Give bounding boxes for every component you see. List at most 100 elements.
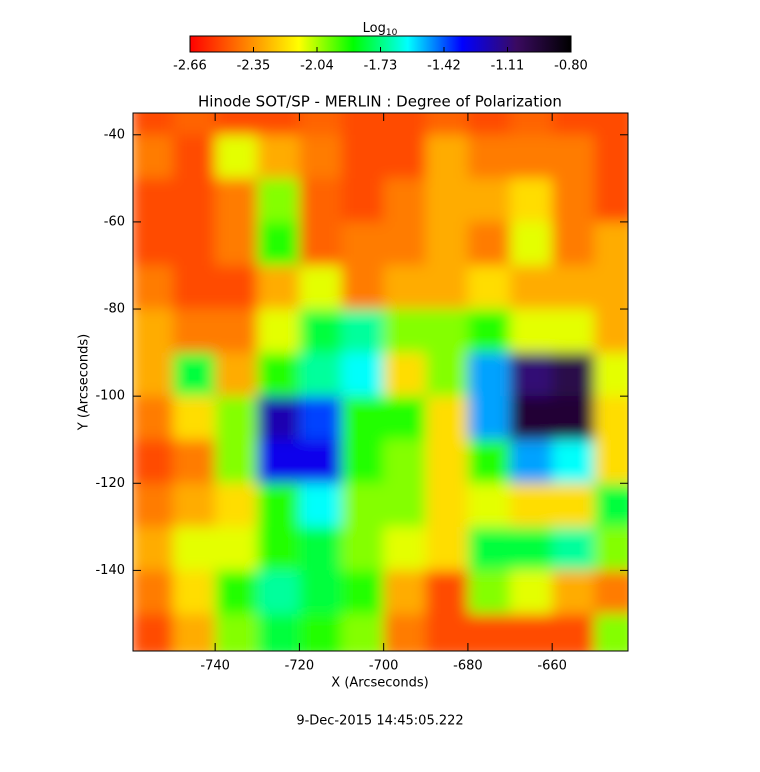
heatmap-cell [510,309,553,354]
heatmap-cell [467,178,511,223]
heatmap-cell [173,396,216,441]
heatmap-cell [173,134,216,179]
x-tick-label: -700 [369,659,399,674]
heatmap-cell [552,526,595,571]
x-tick-label: -720 [285,659,315,674]
heatmap-cell [257,178,300,223]
x-tick-label: -740 [200,659,230,674]
heatmap-cell [341,613,385,651]
heatmap-cell [215,352,258,397]
heatmap-cell [510,113,553,136]
x-tick-label: -660 [537,659,567,674]
y-tick-label: -60 [104,214,125,229]
heatmap-cell [173,439,216,484]
heatmap-cell [425,178,469,223]
heatmap-cell [467,134,511,179]
heatmap-cell [510,352,553,397]
heatmap-cell [552,613,595,651]
heatmap-cell [257,396,300,441]
heatmap-cell [383,570,427,615]
heatmap-cell [257,113,300,136]
heatmap-cell [257,526,300,571]
heatmap-cell [425,439,469,484]
heatmap-cell [173,178,216,223]
heatmap-cell [341,113,385,136]
heatmap-cell [383,483,427,528]
colorbar-tick-label: -2.66 [173,59,207,74]
y-tick-label: -140 [95,563,125,578]
heatmap-cell [425,483,469,528]
heatmap-cell [215,613,258,651]
heatmap-cell [552,483,595,528]
heatmap-cell [257,483,300,528]
heatmap-cell [510,613,553,651]
heatmap-cell [510,265,553,310]
heatmap-cell [425,613,469,651]
heatmap-cell [341,265,385,310]
heatmap-cell [467,396,511,441]
heatmap-cell [341,396,385,441]
heatmap-cell [257,570,300,615]
heatmap-cell [299,221,343,266]
heatmap-cell [341,134,385,179]
heatmap-cell [383,265,427,310]
heatmap-cell [510,396,553,441]
heatmap-cell [467,309,511,354]
heatmap-cell [133,309,174,354]
heatmap-cell [215,526,258,571]
heatmap-cell [594,221,628,266]
heatmap-cell [383,526,427,571]
x-tick-label: -680 [453,659,483,674]
heatmap-cell [173,309,216,354]
heatmap-cell [299,483,343,528]
heatmap-cell [552,570,595,615]
heatmap-cell [510,570,553,615]
heatmap-cell [594,613,628,651]
heatmap-cell [594,439,628,484]
heatmap-cell [383,352,427,397]
heatmap-cell [425,309,469,354]
heatmap-cell [425,352,469,397]
heatmap-cell [467,570,511,615]
heatmap-cell [510,439,553,484]
heatmap-cell [425,221,469,266]
heatmap-cell [257,221,300,266]
heatmap-cell [425,526,469,571]
heatmap-cell [594,352,628,397]
heatmap-cell [552,309,595,354]
heatmap-cell [552,396,595,441]
heatmap-cell [594,265,628,310]
heatmap-cell [383,221,427,266]
y-tick-label: -100 [95,389,125,404]
heatmap-cell [510,178,553,223]
heatmap-cell [299,309,343,354]
heatmap-cell [467,613,511,651]
heatmap-cell [341,309,385,354]
heatmap-cell [425,134,469,179]
heatmap-cell [552,134,595,179]
heatmap-cell [552,178,595,223]
heatmap-cell [594,309,628,354]
heatmap-cell [133,352,174,397]
heatmap-cell [467,265,511,310]
heatmap-cell [133,570,174,615]
y-axis-label: Y (Arcseconds) [77,334,92,431]
heatmap-cell [173,483,216,528]
heatmap-cell [594,178,628,223]
heatmap-cell [552,352,595,397]
heatmap-cell [257,309,300,354]
y-tick-label: -80 [104,302,125,317]
heatmap-cell [133,178,174,223]
heatmap-cell [257,439,300,484]
colorbar-tick-label: -1.73 [364,59,398,74]
heatmap-cell [383,134,427,179]
heatmap-cell [299,396,343,441]
y-tick-label: -120 [95,476,125,491]
heatmap-cell [552,439,595,484]
heatmap-cell [510,526,553,571]
heatmap-cell [552,113,595,136]
heatmap-cell [257,613,300,651]
heatmap-cell [341,526,385,571]
heatmap-cell [215,309,258,354]
